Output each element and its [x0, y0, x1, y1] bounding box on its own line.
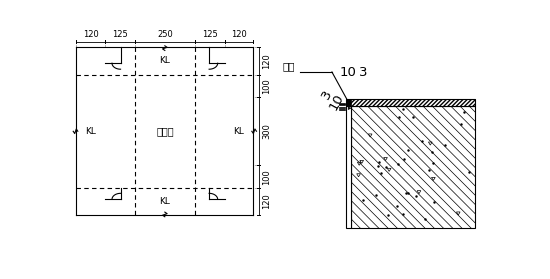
Text: 125: 125	[202, 30, 218, 39]
Text: 100: 100	[262, 169, 271, 184]
Text: 120: 120	[231, 30, 247, 39]
Polygon shape	[348, 107, 351, 110]
Bar	[351, 106, 475, 228]
Text: 120: 120	[262, 53, 271, 69]
Text: 300: 300	[262, 123, 271, 139]
Text: 10: 10	[340, 66, 356, 79]
Text: 125: 125	[112, 30, 128, 39]
Bar	[346, 99, 475, 106]
Bar	[346, 106, 351, 228]
Text: 柱顶面: 柱顶面	[156, 126, 174, 136]
Text: 3: 3	[359, 66, 367, 79]
Bar	[351, 106, 475, 228]
Bar	[346, 99, 351, 106]
Text: KL: KL	[85, 127, 96, 136]
Text: 3: 3	[319, 87, 334, 101]
Text: 120: 120	[82, 30, 98, 39]
Text: KL: KL	[160, 197, 170, 206]
Text: 10: 10	[327, 92, 346, 112]
Text: 120: 120	[262, 194, 271, 210]
Text: KL: KL	[234, 127, 244, 136]
Bar	[346, 99, 475, 106]
Polygon shape	[348, 102, 351, 105]
Text: 100: 100	[262, 78, 271, 94]
Text: KL: KL	[160, 56, 170, 66]
Text: 电焺: 电焺	[283, 61, 295, 71]
Text: 250: 250	[157, 30, 173, 39]
